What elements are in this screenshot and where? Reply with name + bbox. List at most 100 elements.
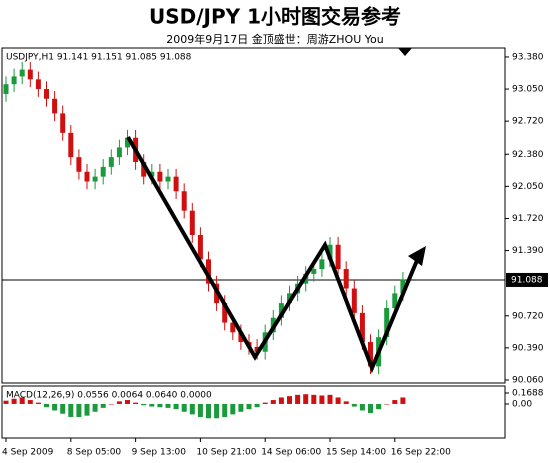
macd-bar — [319, 395, 325, 404]
candle-body — [27, 69, 33, 80]
macd-bar — [44, 403, 49, 408]
candle-body — [327, 244, 333, 260]
macd-bar — [19, 397, 25, 404]
candle-body — [206, 259, 211, 284]
macd-bar — [197, 403, 203, 417]
candle-body — [100, 166, 106, 177]
candle-body — [44, 89, 49, 99]
candle-body — [335, 244, 341, 270]
chart-title: USD/JPY 1小时图交易参考 — [149, 5, 401, 29]
candle-body — [392, 293, 398, 308]
price-panel — [1, 47, 506, 384]
candle-body — [149, 171, 155, 177]
candle-body — [189, 210, 195, 236]
macd-bar — [100, 403, 106, 408]
macd-bar — [141, 403, 147, 406]
macd-bar — [214, 403, 220, 419]
candle-body — [343, 269, 349, 289]
macd-bar — [52, 403, 58, 411]
macd-bar — [189, 403, 195, 415]
macd-bar — [327, 394, 333, 404]
macd-bar — [278, 397, 284, 404]
y-tick-label: 90.720 — [512, 311, 544, 321]
macd-bar — [335, 397, 341, 404]
candle-body — [84, 171, 90, 182]
candle-body — [52, 98, 58, 114]
y-tick-label: 93.380 — [512, 52, 544, 62]
candle-body — [359, 312, 365, 343]
macd-bar — [206, 403, 211, 419]
macd-bar — [84, 403, 90, 416]
macd-bar — [384, 403, 390, 405]
macd-bar — [295, 394, 301, 404]
macd-bar — [11, 398, 17, 404]
macd-bar — [238, 403, 244, 412]
candle-body — [311, 269, 317, 274]
macd-bar — [92, 403, 98, 412]
candle-body — [35, 79, 41, 90]
candle-body — [351, 288, 357, 313]
macd-bar — [392, 400, 398, 404]
macd-bar — [35, 402, 41, 404]
macd-bar — [149, 403, 155, 407]
x-tick-label: 15 Sep 14:00 — [326, 448, 386, 458]
macd-bar — [181, 403, 187, 412]
candle-body — [60, 113, 66, 133]
macd-bar — [343, 401, 349, 404]
y-tick-label: 90.390 — [512, 343, 544, 353]
candle-body — [230, 322, 236, 333]
candle-body — [254, 346, 260, 352]
macd-bar — [287, 396, 292, 404]
candle-body — [116, 147, 122, 158]
macd-bar — [27, 400, 33, 404]
macd-panel — [1, 385, 506, 439]
x-tick-label: 10 Sep 21:00 — [196, 448, 256, 458]
arrow-head — [408, 246, 426, 266]
macd-bar — [133, 402, 139, 404]
candle-body — [3, 84, 9, 94]
macd-bar — [108, 403, 114, 405]
chart-header: USDJPY,H1 91.141 91.151 91.085 91.088 — [6, 53, 192, 63]
x-tick-label: 14 Sep 06:00 — [261, 448, 321, 458]
candle-body — [278, 303, 284, 318]
candle-body — [19, 69, 25, 77]
candle-body — [197, 235, 203, 260]
y-tick-label: 92.720 — [512, 117, 544, 127]
candle-body — [165, 176, 171, 182]
macd-bar — [359, 403, 365, 411]
macd-bar — [230, 403, 236, 415]
macd-bar — [68, 403, 74, 417]
macd-tick-label: 0.00 — [512, 399, 532, 409]
last-price-box — [506, 272, 548, 287]
last-price-label: 91.088 — [511, 275, 543, 285]
candle-body — [108, 157, 114, 167]
macd-bar — [157, 403, 163, 408]
y-tick-label: 92.050 — [512, 182, 544, 192]
macd-bar — [125, 400, 130, 404]
macd-bar — [351, 403, 357, 407]
candle-body — [368, 342, 373, 367]
y-tick-label: 90.060 — [512, 375, 544, 385]
x-tick-label: 9 Sep 13:00 — [132, 448, 187, 458]
macd-bar — [3, 400, 9, 404]
candle-body — [157, 171, 163, 182]
macd-bar — [254, 403, 260, 408]
y-tick-label: 91.720 — [512, 214, 544, 224]
candle-body — [238, 332, 244, 343]
chart-subtitle: 2009年9月17日 金顶盛世：周游ZHOU You — [166, 32, 383, 46]
macd-bar — [222, 403, 228, 417]
macd-bar — [76, 403, 82, 417]
candle-body — [319, 259, 325, 270]
macd-bar — [303, 394, 309, 404]
macd-bar — [400, 397, 406, 404]
macd-bar — [368, 403, 373, 414]
x-tick-label: 16 Sep 22:00 — [391, 448, 451, 458]
y-tick-label: 91.390 — [512, 246, 544, 256]
candle-body — [125, 137, 130, 148]
candle-body — [92, 176, 98, 182]
macd-bar — [173, 403, 179, 410]
x-tick-label: 8 Sep 05:00 — [67, 448, 122, 458]
macd-bar — [165, 403, 171, 408]
macd-bar — [311, 394, 317, 404]
